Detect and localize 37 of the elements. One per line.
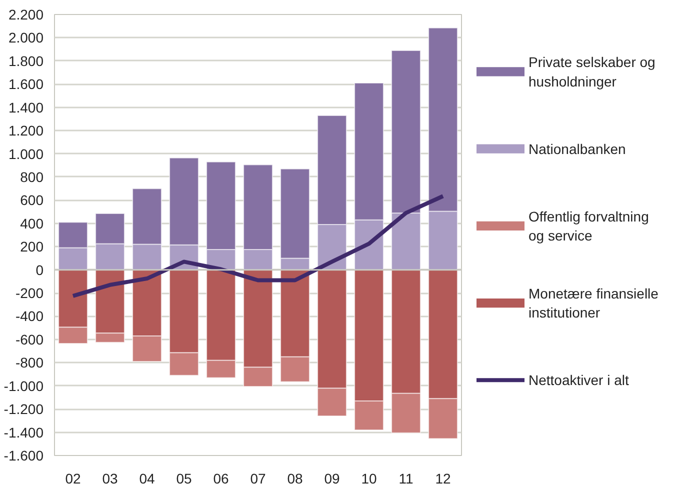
x-tick-label: 09 — [324, 470, 340, 486]
y-tick-label: -400 — [15, 308, 44, 324]
x-tick-label: 10 — [361, 470, 377, 486]
x-tick-label: 02 — [65, 470, 81, 486]
y-tick-label: 2.200 — [8, 6, 44, 22]
y-tick-label: -1.400 — [4, 424, 44, 440]
line-series — [71, 194, 445, 298]
y-tick-label: 400 — [20, 215, 44, 232]
y-tick-label: 600 — [20, 192, 44, 208]
x-tick-label: 06 — [213, 470, 229, 486]
legend-label: Private selskaber og husholdninger — [528, 54, 656, 90]
y-tick-label: 1.200 — [8, 122, 44, 139]
y-tick-label: 1.000 — [8, 146, 44, 162]
y-tick-label: -1.000 — [4, 378, 44, 394]
y-tick-label: 200 — [20, 238, 44, 255]
x-tick-label: 07 — [250, 470, 266, 486]
y-tick-label: -1.600 — [4, 448, 44, 464]
legend-label: Offentlig forvaltning og service — [528, 208, 649, 244]
y-tick-label: 0 — [36, 262, 44, 278]
y-tick-label: -800 — [15, 354, 44, 371]
legend-label: Nationalbanken — [528, 140, 626, 157]
x-tick-label: 12 — [435, 470, 451, 486]
y-tick-label: -200 — [15, 285, 44, 302]
x-tick-label: 11 — [398, 470, 414, 486]
y-tick-label: -1.200 — [4, 401, 44, 418]
x-tick-label: 03 — [102, 470, 118, 486]
y-tick-label: 1.600 — [8, 76, 44, 92]
x-tick-label: 05 — [176, 470, 192, 486]
legend-label: Nettoaktiver i alt — [528, 372, 629, 388]
legend-label: Monetære finansielle institutioner — [528, 285, 659, 321]
y-tick-label: 2.000 — [8, 30, 44, 46]
y-tick-label: 800 — [20, 168, 44, 185]
y-tick-label: 1.800 — [8, 52, 44, 69]
x-tick-label: 08 — [287, 470, 303, 486]
y-tick-label: 1.400 — [8, 99, 44, 116]
x-tick-label: 04 — [139, 470, 155, 486]
y-tick-label: -600 — [15, 331, 44, 348]
